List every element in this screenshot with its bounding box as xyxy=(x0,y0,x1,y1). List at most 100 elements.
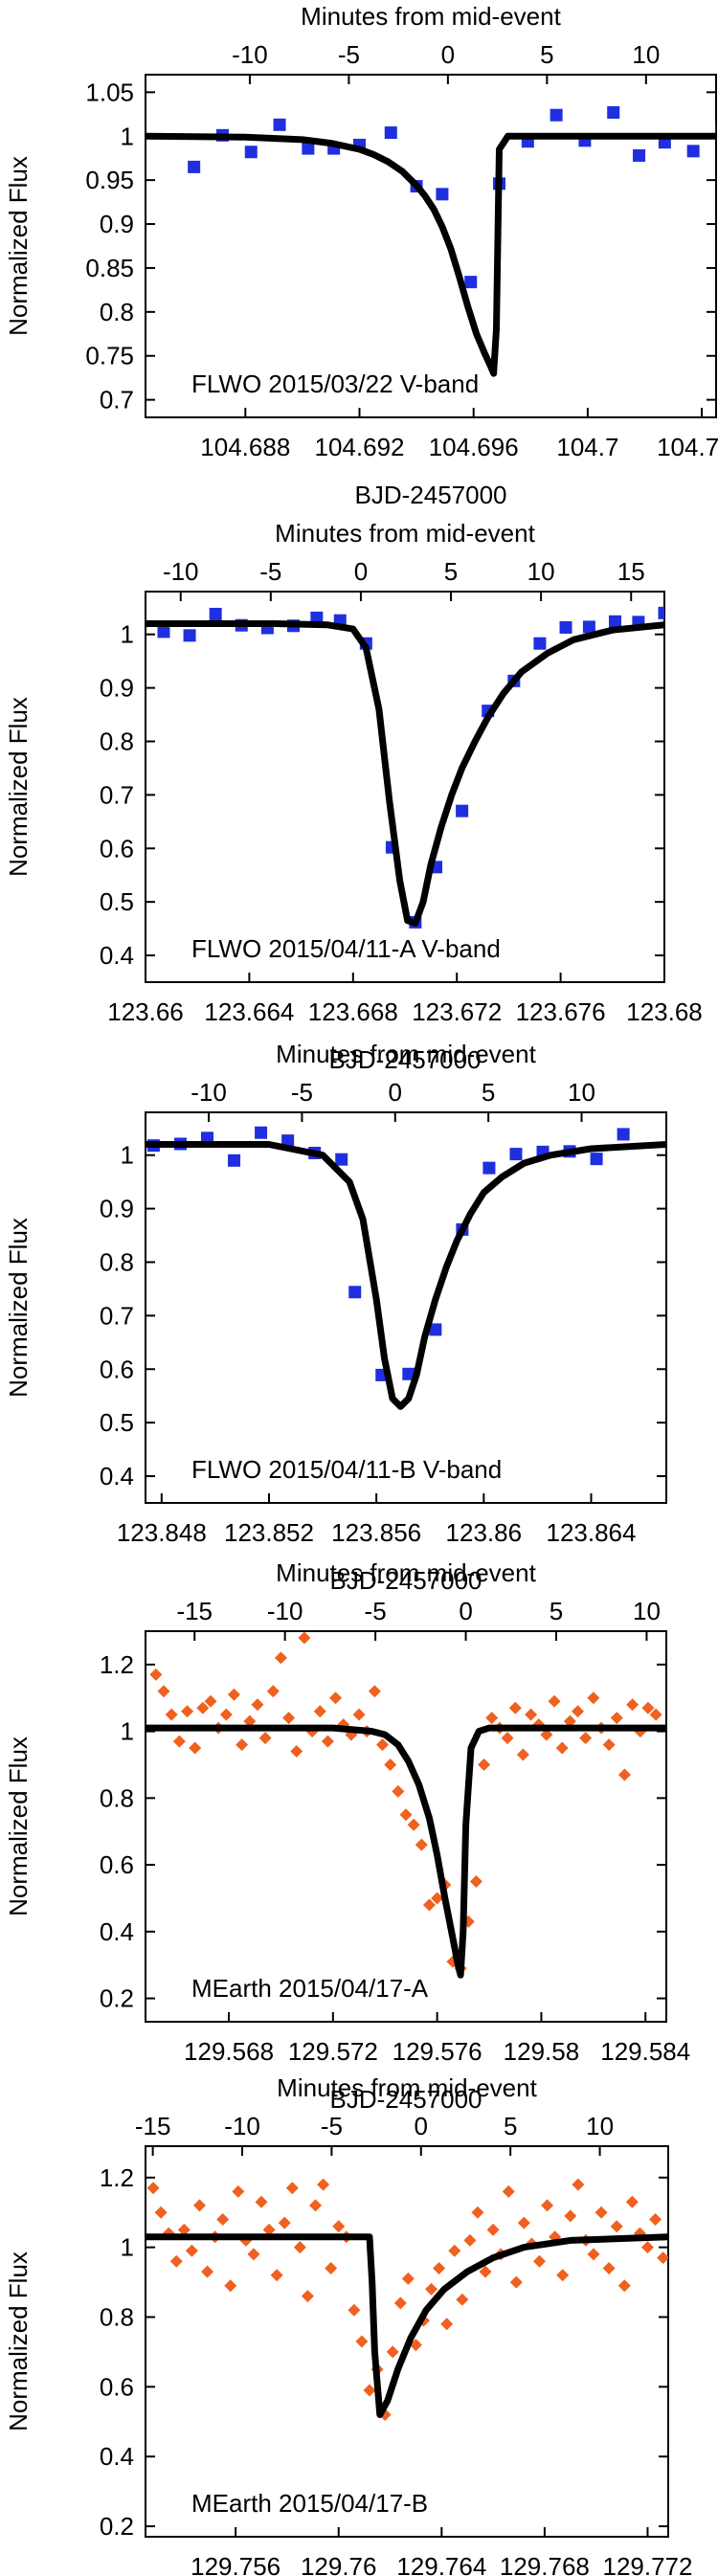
y-tick-label: 0.9 xyxy=(100,674,134,703)
data-point xyxy=(348,1286,362,1299)
x2-tick-label: 10 xyxy=(586,2112,614,2140)
data-point xyxy=(216,2213,230,2226)
x-tick-label: 129.584 xyxy=(600,2037,690,2066)
data-point xyxy=(285,2182,299,2195)
data-point xyxy=(266,1685,280,1698)
data-point xyxy=(602,1738,616,1752)
data-point xyxy=(401,2272,415,2285)
data-point xyxy=(255,2195,268,2208)
data-point xyxy=(533,2254,547,2268)
panel-annotation: FLWO 2015/04/11-B V-band xyxy=(191,1455,502,1484)
x-tick-label: 123.676 xyxy=(516,997,606,1026)
data-point xyxy=(247,2248,260,2261)
y-axis-title: Normalized Flux xyxy=(4,2251,33,2431)
y-tick-label: 0.6 xyxy=(100,1355,134,1383)
data-point xyxy=(595,2206,608,2219)
y-tick-label: 1 xyxy=(121,2233,134,2262)
x2-tick-label: -10 xyxy=(232,40,268,69)
x2-tick-label: -10 xyxy=(224,2112,260,2140)
chart-panel-2: 0.4 0.5 0.6 0.7 0.8 0.9 1 123.66 123.664 123.668 1… xyxy=(4,519,718,1074)
data-point xyxy=(509,2275,523,2289)
x2-tick-label: -5 xyxy=(259,557,281,586)
x2-tick-label: -10 xyxy=(163,557,199,586)
data-point xyxy=(572,2178,585,2191)
data-point xyxy=(633,148,646,162)
x2-tick-label: 10 xyxy=(633,1597,661,1625)
plot-frame xyxy=(145,74,717,418)
data-point xyxy=(409,2339,422,2352)
data-point xyxy=(617,1768,631,1781)
data-point xyxy=(517,2216,530,2229)
x-tick-label: 123.68 xyxy=(626,997,703,1026)
data-point xyxy=(293,2241,306,2254)
data-point xyxy=(232,2184,245,2198)
x2-tick-label: 0 xyxy=(459,1597,472,1625)
data-point xyxy=(219,1708,233,1721)
data-point xyxy=(686,145,700,158)
data-point xyxy=(556,2269,570,2282)
data-point xyxy=(368,1685,381,1698)
y-tick-label: 0.6 xyxy=(100,1850,134,1879)
x-tick-label: 123.664 xyxy=(204,997,294,1026)
x-axis-title: BJD-2457000 xyxy=(330,2085,482,2114)
x2-axis-title: Minutes from mid-event xyxy=(301,2,561,31)
data-point xyxy=(154,2206,168,2219)
data-point xyxy=(563,1714,576,1728)
y-tick-label: 0.8 xyxy=(100,298,134,326)
data-point xyxy=(501,1732,514,1745)
x2-tick-label: -10 xyxy=(191,1078,227,1107)
data-point xyxy=(479,2265,492,2278)
x2-tick-label: 10 xyxy=(568,1078,595,1107)
x-tick-label: 129.764 xyxy=(396,2552,486,2576)
data-point xyxy=(183,629,196,642)
data-point xyxy=(469,1875,482,1889)
y-tick-label: 0.8 xyxy=(100,2303,134,2332)
data-point xyxy=(192,2199,206,2212)
data-point xyxy=(201,2265,214,2278)
y-tick-label: 0.9 xyxy=(100,1195,134,1223)
model-curve xyxy=(146,1141,666,1410)
data-point xyxy=(502,2184,515,2198)
data-point xyxy=(541,2199,554,2212)
data-point xyxy=(196,1701,210,1714)
data-point xyxy=(258,1732,272,1745)
data-point xyxy=(456,2293,469,2306)
data-point xyxy=(508,1701,522,1714)
x-tick-label: 123.852 xyxy=(224,1518,314,1547)
data-point xyxy=(181,1705,194,1718)
data-point xyxy=(274,1651,287,1665)
x2-tick-label: 15 xyxy=(617,557,645,586)
x-tick-label: 123.668 xyxy=(308,997,398,1026)
x-tick-label: 123.672 xyxy=(412,997,502,1026)
y-tick-label: 0.4 xyxy=(100,2442,134,2471)
data-point xyxy=(579,1732,593,1745)
data-point xyxy=(157,625,170,638)
data-point xyxy=(189,1741,202,1755)
data-point xyxy=(188,160,201,173)
data-point xyxy=(657,2251,668,2265)
data-point xyxy=(710,618,718,631)
x-axis-title: BJD-2457000 xyxy=(329,1045,482,1074)
data-point xyxy=(228,1154,241,1167)
x2-tick-label: 0 xyxy=(389,1078,402,1107)
y-tick-label: 1.2 xyxy=(100,2163,134,2192)
data-point xyxy=(684,614,697,626)
data-point xyxy=(270,2269,283,2282)
x2-tick-label: -5 xyxy=(338,40,360,69)
data-point xyxy=(478,1758,491,1771)
data-point xyxy=(649,1708,662,1721)
data-point xyxy=(548,1694,561,1708)
data-point xyxy=(456,804,469,818)
data-point xyxy=(448,2244,461,2257)
data-point xyxy=(224,2279,237,2293)
x2-tick-label: 10 xyxy=(632,40,660,69)
x-tick-label: 104.7 xyxy=(556,433,618,461)
data-point xyxy=(463,2233,477,2247)
data-point xyxy=(302,142,315,155)
data-point xyxy=(471,2206,484,2219)
data-point xyxy=(281,1134,295,1148)
data-point xyxy=(329,1691,343,1705)
x-tick-label: 129.568 xyxy=(184,2037,274,2066)
y-tick-label: 0.4 xyxy=(100,1917,134,1946)
y-axis-title: Normalized Flux xyxy=(4,1736,33,1916)
